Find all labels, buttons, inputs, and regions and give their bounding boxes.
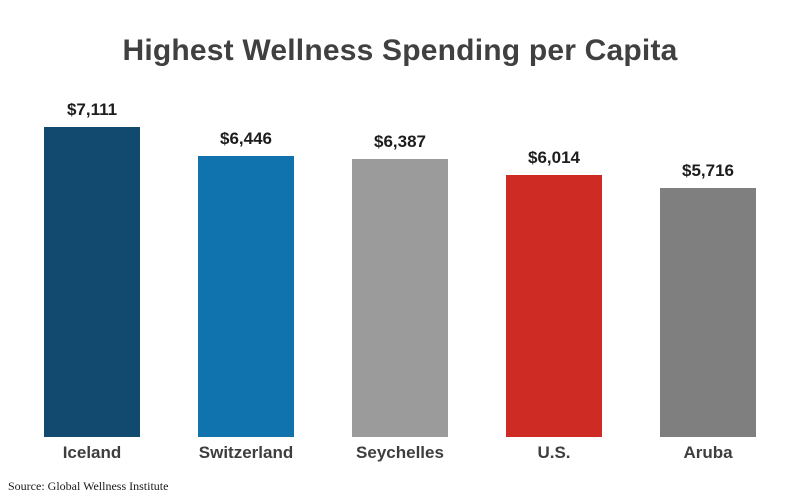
bar-category-label: U.S.	[537, 443, 571, 462]
bar-category-label: Aruba	[683, 443, 733, 462]
bar-column: $5,716	[656, 161, 760, 437]
bar-column: $6,014	[502, 148, 606, 437]
bar-value-label: $6,014	[528, 148, 580, 167]
chart-title: Highest Wellness Spending per Capita	[122, 34, 678, 67]
bar-category-label: Switzerland	[198, 443, 294, 462]
bar	[198, 156, 294, 437]
bar-value-label: $7,111	[66, 100, 118, 119]
bar-value-label: $6,387	[374, 132, 426, 151]
bar-category-label: Seychelles	[356, 443, 444, 462]
bar-category-label: Iceland	[62, 443, 122, 462]
source-note: Source: Global Wellness Institute	[8, 479, 169, 493]
bar	[44, 127, 140, 437]
category-axis: Iceland Switzerland Seychelles U.S. Aruba	[40, 443, 760, 463]
bar	[352, 159, 448, 437]
bar-value-label: $6,446	[220, 129, 272, 148]
bar	[506, 175, 602, 437]
bar-value-label: $5,716	[682, 161, 734, 180]
bar	[660, 188, 756, 437]
bar-plot-area: $7,111 $6,446 $6,387 $6,014 $5,716	[40, 95, 760, 437]
bar-column: $6,387	[348, 132, 452, 437]
bar-column: $6,446	[194, 129, 298, 437]
bar-column: $7,111	[40, 100, 144, 437]
